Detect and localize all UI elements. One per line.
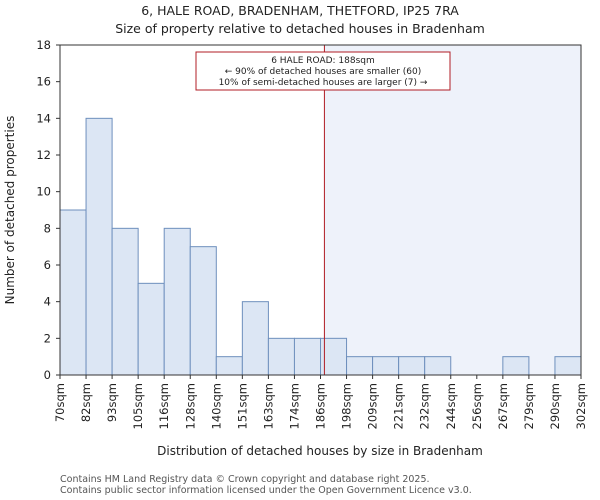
x-axis-label: Distribution of detached houses by size … [157,444,483,458]
y-tick-label: 18 [36,38,51,52]
chart-subtitle: Size of property relative to detached ho… [115,21,485,36]
x-tick-label: 116sqm [157,383,171,429]
x-tick-label: 290sqm [548,383,562,429]
plot-frame [59,44,582,376]
shade-layer [324,45,581,375]
x-tick-label: 163sqm [261,383,275,429]
x-tick-label: 244sqm [444,383,458,429]
y-tick-label: 4 [44,295,51,309]
x-tick-label: 105sqm [131,383,145,429]
histogram-bar [502,356,530,376]
x-tick-label: 70sqm [53,383,67,422]
footer-line-1: Contains HM Land Registry data © Crown c… [60,474,430,485]
histogram-bar [59,209,87,376]
y-tick-label: 16 [36,75,51,89]
histogram-bar [267,337,295,376]
x-tick-label: 209sqm [366,383,380,429]
y-tick-label: 0 [44,368,51,382]
histogram-bar [189,246,217,376]
x-tick-label: 232sqm [418,383,432,429]
bars-layer [59,117,582,376]
annotation-line-2: ← 90% of detached houses are smaller (60… [225,67,422,77]
y-tick-label: 14 [36,111,51,125]
y-ticks: 0 2 4 6 8 10 12 14 16 18 [36,38,60,382]
x-tick-label: 302sqm [574,383,588,429]
histogram-bar [346,356,374,376]
x-tick-label: 256sqm [470,383,484,429]
x-tick-label: 267sqm [496,383,510,429]
histogram-bar [293,337,322,376]
histogram-bar [372,356,400,376]
x-tick-label: 82sqm [79,383,93,422]
y-axis-label: Number of detached properties [3,116,17,305]
footer-line-2: Contains public sector information licen… [60,485,472,496]
y-tick-label: 10 [36,185,51,199]
x-tick-label: 198sqm [340,383,354,429]
x-tick-label: 174sqm [287,383,301,429]
y-tick-label: 2 [44,331,51,345]
x-tick-label: 93sqm [105,383,119,422]
histogram-bar [85,117,113,376]
histogram-bar [241,301,269,376]
y-tick-label: 12 [36,148,51,162]
annotation-box: 6 HALE ROAD: 188sqm ← 90% of detached ho… [195,51,451,91]
histogram-bar [137,282,165,376]
histogram-bar [424,356,452,376]
x-tick-label: 186sqm [314,383,328,429]
x-tick-label: 279sqm [522,383,536,429]
annotation-line-3: 10% of semi-detached houses are larger (… [219,78,428,88]
chart-title: 6, HALE ROAD, BRADENHAM, THETFORD, IP25 … [141,3,459,18]
x-tick-label: 151sqm [235,383,249,429]
x-ticks: 70sqm 82sqm 93sqm 105sqm 116sqm 128sqm 140sqm 1… [53,375,588,429]
x-tick-label: 221sqm [392,383,406,429]
annotation-line-1: 6 HALE ROAD: 188sqm [271,56,375,66]
annotation-frame [195,51,451,91]
histogram-bar [215,356,243,376]
y-tick-label: 8 [44,221,51,235]
x-tick-label: 140sqm [209,383,223,429]
larger-region-shade [324,45,581,375]
histogram-bar [111,227,139,376]
histogram-bar [398,356,426,376]
x-tick-label: 128sqm [183,383,197,429]
histogram-bar [163,227,191,376]
y-tick-label: 6 [44,258,51,272]
histogram-bar [554,356,582,376]
